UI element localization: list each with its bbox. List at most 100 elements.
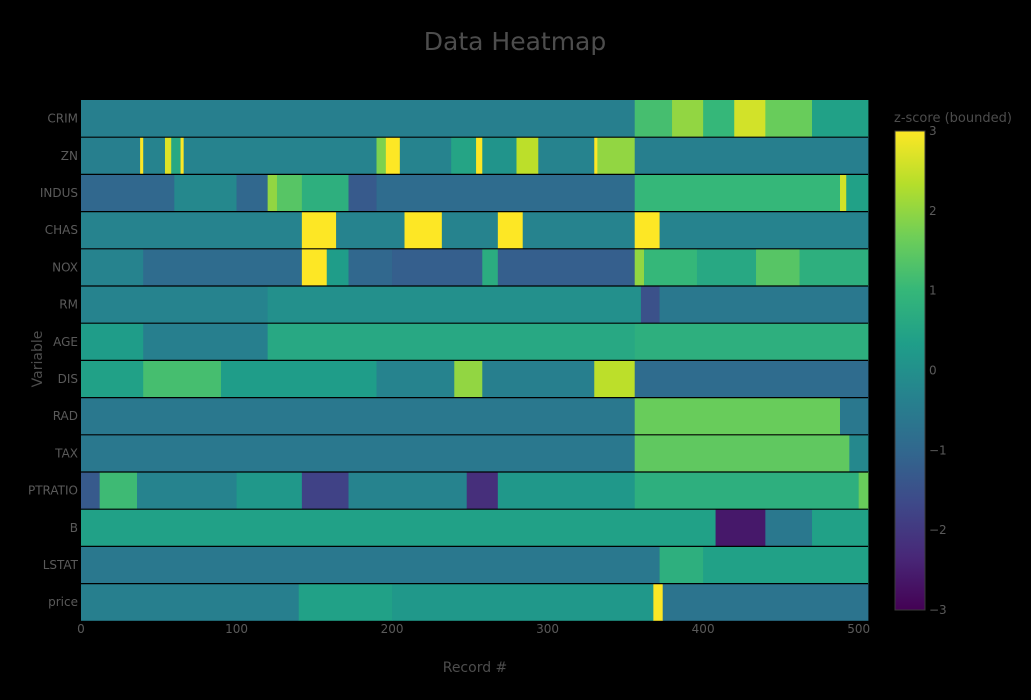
heatmap-cell bbox=[634, 100, 673, 138]
heatmap-cell bbox=[659, 286, 869, 324]
y-tick-label: CHAS bbox=[45, 223, 78, 237]
heatmap-cell bbox=[81, 211, 303, 249]
x-tick-label: 0 bbox=[77, 622, 85, 636]
heatmap-cell bbox=[594, 360, 636, 398]
colorbar-tick-label: 1 bbox=[929, 284, 937, 298]
heatmap-cell bbox=[267, 174, 278, 212]
y-tick-label: LSTAT bbox=[43, 558, 79, 572]
heatmap-cell bbox=[267, 323, 636, 361]
heatmap-cell bbox=[81, 546, 660, 584]
heatmap-cell bbox=[497, 472, 636, 510]
heatmap-cell bbox=[476, 137, 483, 175]
heatmap-cell bbox=[301, 248, 328, 286]
heatmap-cell bbox=[348, 472, 468, 510]
heatmap-row bbox=[81, 397, 869, 435]
heatmap-cell bbox=[392, 583, 654, 621]
heatmap-cell bbox=[812, 509, 869, 547]
heatmap-row bbox=[81, 286, 869, 324]
heatmap-cell bbox=[326, 248, 349, 286]
heatmap-cell bbox=[765, 509, 813, 547]
heatmap-cell bbox=[336, 211, 405, 249]
heatmap-cell bbox=[799, 248, 869, 286]
heatmap-cell bbox=[497, 248, 636, 286]
y-tick-label: INDUS bbox=[40, 186, 78, 200]
heatmap-cell bbox=[858, 472, 869, 510]
heatmap-cell bbox=[180, 137, 185, 175]
heatmap-cell bbox=[404, 211, 443, 249]
colorbar: z-score (bounded) 3 2 1 0 −1 −2 −3 bbox=[894, 111, 1012, 617]
colorbar-tick-labels: 3 2 1 0 −1 −2 −3 bbox=[929, 124, 947, 617]
heatmap-cell bbox=[236, 174, 269, 212]
colorbar-tick-label: −3 bbox=[929, 603, 947, 617]
heatmap-cell bbox=[696, 248, 757, 286]
heatmap-cell bbox=[634, 137, 869, 175]
heatmap-cell bbox=[482, 248, 499, 286]
heatmap-cell bbox=[812, 100, 869, 138]
heatmap-cell bbox=[441, 211, 499, 249]
heatmap-cell bbox=[672, 100, 704, 138]
heatmap-cell bbox=[756, 248, 800, 286]
heatmap-cell bbox=[634, 434, 850, 472]
y-tick-label: RAD bbox=[53, 409, 78, 423]
heatmap-cell bbox=[703, 546, 869, 584]
heatmap-row bbox=[81, 360, 869, 398]
x-tick-label: 100 bbox=[225, 622, 248, 636]
heatmap-row bbox=[81, 472, 869, 510]
heatmap-cell bbox=[634, 248, 645, 286]
heatmap-cell bbox=[634, 472, 860, 510]
heatmap-cell bbox=[662, 583, 869, 621]
y-tick-label: RM bbox=[59, 298, 78, 312]
heatmap-cell bbox=[143, 360, 222, 398]
x-tick-label: 400 bbox=[692, 622, 715, 636]
heatmap-cell bbox=[301, 211, 337, 249]
colorbar-gradient bbox=[894, 130, 926, 611]
heatmap-cell bbox=[634, 360, 869, 398]
heatmap-cell bbox=[81, 100, 636, 138]
x-axis-label: Record # bbox=[443, 660, 508, 676]
heatmap-cell bbox=[392, 248, 483, 286]
heatmap-row bbox=[81, 137, 869, 175]
heatmap-cell bbox=[81, 286, 269, 324]
heatmap-cell bbox=[81, 472, 101, 510]
heatmap-cell bbox=[466, 472, 499, 510]
heatmap-cell bbox=[634, 211, 660, 249]
heatmap-row bbox=[81, 509, 869, 547]
heatmap-row bbox=[81, 100, 869, 138]
heatmap-row bbox=[81, 546, 869, 584]
y-tick-label: ZN bbox=[61, 149, 78, 163]
heatmap-rows bbox=[81, 100, 869, 621]
heatmap-cell bbox=[376, 137, 387, 175]
heatmap-cell bbox=[81, 397, 636, 435]
y-tick-label: TAX bbox=[54, 446, 78, 460]
heatmap-cell bbox=[640, 286, 660, 324]
y-tick-label: B bbox=[70, 521, 78, 535]
heatmap-cell bbox=[143, 248, 303, 286]
heatmap-cell bbox=[516, 137, 539, 175]
heatmap-cell bbox=[81, 248, 144, 286]
heatmap-cell bbox=[538, 137, 595, 175]
heatmap-cell bbox=[653, 583, 664, 621]
y-tick-label: CRIM bbox=[47, 112, 78, 126]
y-tick-label: AGE bbox=[53, 335, 78, 349]
heatmap-cell bbox=[301, 174, 349, 212]
colorbar-tick-label: 3 bbox=[929, 124, 937, 138]
heatmap-cell bbox=[81, 509, 716, 547]
heatmap-cell bbox=[451, 137, 477, 175]
heatmap-cell bbox=[174, 174, 237, 212]
heatmap-row bbox=[81, 323, 869, 361]
heatmap-row bbox=[81, 434, 869, 472]
heatmap-cell bbox=[143, 137, 166, 175]
heatmap-cell bbox=[81, 583, 300, 621]
heatmap-cell bbox=[376, 360, 455, 398]
heatmap-cell bbox=[634, 397, 841, 435]
heatmap-cell bbox=[164, 137, 172, 175]
heatmap-cell bbox=[597, 137, 636, 175]
heatmap-cell bbox=[634, 323, 869, 361]
heatmap-cell bbox=[301, 472, 349, 510]
heatmap-row bbox=[81, 583, 869, 621]
x-tick-label: 500 bbox=[847, 622, 870, 636]
heatmap-cell bbox=[846, 174, 869, 212]
heatmap-cell bbox=[703, 100, 735, 138]
heatmap-cell bbox=[659, 211, 869, 249]
heatmap-cell bbox=[522, 211, 636, 249]
